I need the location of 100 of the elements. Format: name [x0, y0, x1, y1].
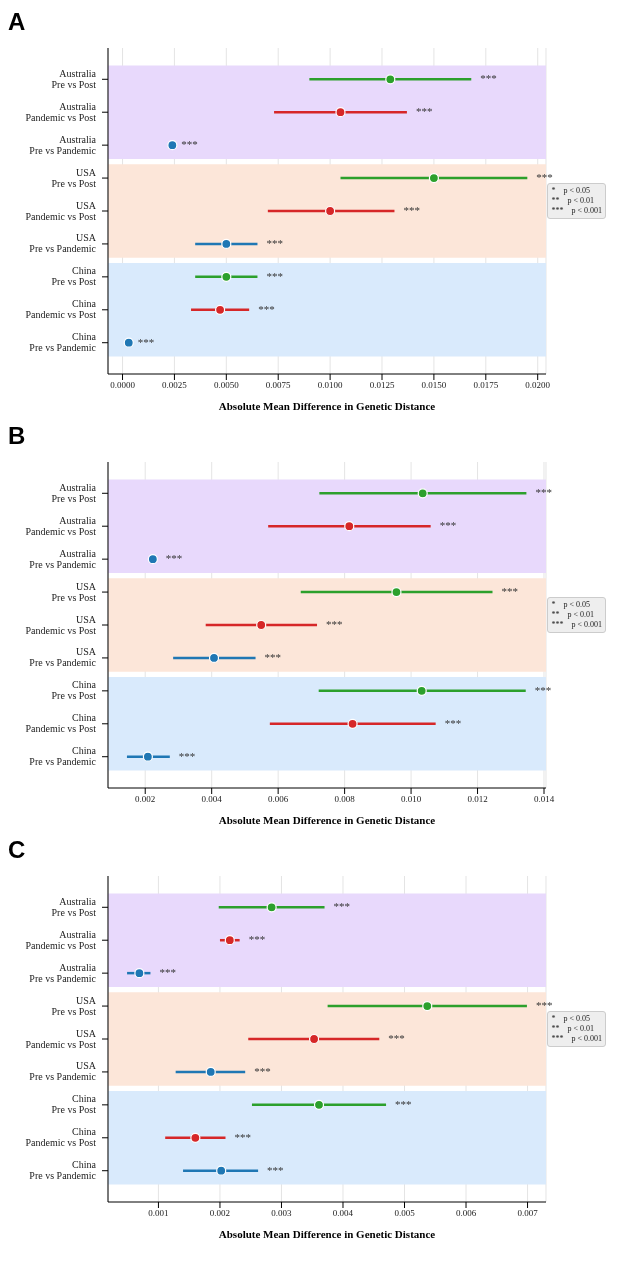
significance-key: * p < 0.05 ** p < 0.01 *** p < 0.001: [547, 1011, 606, 1047]
y-tick-label: Australia Pre vs Post: [51, 67, 97, 90]
point: [347, 718, 358, 729]
chart-title: A: [8, 8, 27, 37]
point: [308, 1033, 320, 1045]
point: [385, 74, 396, 85]
x-tick-label: 0.0200: [525, 380, 551, 391]
point: [147, 554, 158, 565]
point: [256, 619, 267, 631]
x-tick-label: 0.0000: [110, 380, 136, 391]
annotation: ***: [415, 105, 433, 118]
point: [422, 1000, 433, 1012]
point: [416, 685, 427, 696]
y-tick-label: USA Pandemic vs Post: [25, 613, 97, 636]
annotation: ***: [326, 618, 343, 630]
x-tick-label: 0.0050: [213, 380, 240, 391]
x-tick-label: 0.005: [394, 1208, 416, 1219]
point: [167, 140, 178, 151]
y-tick-label: China Pre vs Pandemic: [29, 745, 97, 768]
point: [266, 902, 277, 913]
x-tick-label: 0.007: [517, 1208, 539, 1219]
annotation: ***: [534, 683, 552, 696]
annotation: ***: [254, 1064, 271, 1077]
x-tick-label: 0.0150: [421, 380, 447, 391]
annotation: ***: [248, 933, 266, 946]
point: [221, 238, 232, 250]
y-tick-label: USA Pre vs Post: [51, 580, 97, 603]
point: [325, 205, 336, 217]
y-tick-label: China Pandemic vs Post: [25, 1126, 97, 1149]
x-tick-label: 0.002: [209, 1208, 231, 1219]
annotation: ***: [501, 585, 518, 598]
chart-title: C: [8, 836, 27, 865]
y-tick-label: USA Pandemic vs Post: [25, 1027, 97, 1050]
x-tick-label: 0.0100: [317, 380, 343, 391]
annotation: ***: [258, 302, 275, 315]
annotation: ***: [178, 749, 196, 762]
annotation: ***: [439, 519, 457, 532]
x-tick-label: 0.0025: [162, 380, 188, 391]
annotation: ***: [535, 999, 553, 1012]
y-tick-label: Australia Pandemic vs Post: [25, 928, 97, 951]
x-tick-label: 0.006: [268, 794, 289, 805]
x-tick-label: 0.004: [201, 794, 223, 805]
chart-title: B: [8, 422, 27, 451]
y-tick-label: China Pandemic vs Post: [25, 712, 97, 735]
x-tick-label: 0.002: [135, 794, 156, 805]
point: [428, 172, 440, 184]
x-axis-title: Absolute Mean Difference in Genetic Distance: [218, 814, 436, 826]
y-tick-label: Australia Pre vs Post: [51, 895, 97, 918]
annotation: ***: [264, 650, 282, 663]
point: [216, 1165, 227, 1176]
y-tick-label: Australia Pre vs Post: [51, 481, 97, 504]
y-tick-label: USA Pre vs Post: [51, 166, 97, 189]
y-tick-label: China Pre vs Post: [51, 265, 97, 288]
y-tick-label: China Pre vs Post: [51, 679, 97, 702]
point: [417, 488, 428, 499]
x-tick-label: 0.004: [332, 1208, 354, 1219]
y-tick-label: USA Pre vs Pandemic: [29, 646, 97, 669]
point: [123, 337, 134, 348]
y-tick-label: USA Pre vs Pandemic: [29, 232, 97, 255]
y-tick-label: Australia Pre vs Pandemic: [29, 547, 97, 570]
y-tick-label: Australia Pandemic vs Post: [25, 100, 97, 123]
y-tick-label: China Pre vs Post: [51, 1093, 97, 1116]
x-tick-label: 0.014: [533, 794, 555, 805]
point: [208, 652, 220, 664]
annotation: ***: [388, 1032, 405, 1044]
annotation: ***: [333, 900, 351, 913]
x-tick-label: 0.001: [148, 1208, 169, 1219]
annotation: ***: [266, 236, 283, 249]
point: [344, 521, 355, 532]
x-tick-label: 0.010: [400, 794, 422, 805]
x-tick-label: 0.0125: [369, 380, 395, 391]
significance-key: * p < 0.05 ** p < 0.01 *** p < 0.001: [547, 597, 606, 633]
annotation: ***: [159, 966, 176, 979]
y-tick-label: USA Pre vs Pandemic: [29, 1060, 97, 1083]
x-tick-label: 0.012: [467, 794, 488, 805]
annotation: ***: [403, 204, 420, 216]
significance-key: * p < 0.05 ** p < 0.01 *** p < 0.001: [547, 183, 606, 219]
x-axis-title: Absolute Mean Difference in Genetic Distance: [218, 1228, 436, 1240]
point: [313, 1099, 325, 1110]
point: [335, 107, 346, 118]
x-axis-title: Absolute Mean Difference in Genetic Distance: [218, 400, 436, 412]
y-tick-label: Australia Pre vs Pandemic: [29, 133, 97, 156]
point: [391, 586, 402, 598]
x-tick-label: 0.0175: [473, 380, 499, 391]
y-tick-label: Australia Pre vs Pandemic: [29, 961, 97, 984]
point: [224, 935, 235, 946]
point: [221, 271, 232, 282]
point: [190, 1132, 201, 1143]
x-tick-label: 0.008: [334, 794, 356, 805]
x-tick-label: 0.003: [271, 1208, 293, 1219]
y-tick-label: Australia Pandemic vs Post: [25, 514, 97, 537]
annotation: ***: [480, 72, 497, 85]
y-tick-label: USA Pandemic vs Post: [25, 199, 97, 222]
point: [205, 1066, 216, 1078]
x-tick-label: 0.0075: [265, 380, 292, 391]
annotation: ***: [234, 1130, 251, 1143]
annotation: ***: [395, 1097, 412, 1110]
annotation: ***: [165, 552, 183, 565]
point: [142, 751, 153, 762]
annotation: ***: [137, 335, 155, 348]
